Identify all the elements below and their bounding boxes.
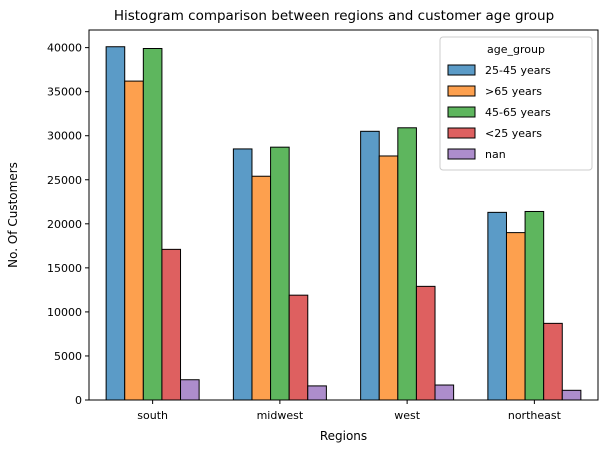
- x-tick-label: west: [394, 409, 420, 422]
- x-tick-label: northeast: [508, 409, 562, 422]
- bar: [360, 130, 380, 401]
- legend-entry-label: >65 years: [485, 85, 542, 98]
- y-axis-label: No. Of Customers: [6, 162, 20, 268]
- bar: [487, 211, 507, 401]
- bar: [180, 379, 200, 401]
- x-axis-label: Regions: [320, 429, 367, 443]
- y-axis: 0 5000 10000 15000 20000 25000 30000 35000 40000: [47, 42, 89, 407]
- bar: [434, 384, 455, 401]
- x-tick-label: south: [137, 409, 168, 422]
- bar: [543, 322, 563, 401]
- legend-entry-label: nan: [485, 148, 506, 161]
- legend-entry-label: 45-65 years: [485, 106, 551, 119]
- y-tick-label: 15000: [47, 262, 82, 275]
- bar: [505, 232, 526, 401]
- y-tick-label: 20000: [47, 218, 82, 231]
- legend-swatch: [447, 106, 476, 118]
- bar: [561, 389, 582, 401]
- bar: [397, 127, 417, 401]
- y-tick-label: 25000: [47, 174, 82, 187]
- bar: [307, 385, 327, 401]
- legend: age_group 25-45 years >65 years 45-65 years…: [439, 36, 593, 171]
- y-tick-label: 10000: [47, 306, 82, 319]
- chart-title: Histogram comparison between regions and…: [114, 8, 554, 24]
- legend-box: [439, 36, 593, 171]
- y-tick-label: 0: [75, 394, 82, 407]
- legend-entry-label: <25 years: [485, 127, 542, 140]
- bar: [524, 210, 545, 401]
- legend-entry-label: 25-45 years: [485, 64, 551, 77]
- y-tick-label: 5000: [54, 350, 82, 363]
- bar: [415, 285, 436, 401]
- y-tick-label: 40000: [47, 42, 82, 55]
- y-tick-label: 35000: [47, 86, 82, 99]
- legend-swatch: [447, 64, 476, 76]
- bar: [124, 80, 144, 401]
- plot-frame: [88, 29, 599, 401]
- bar: [378, 155, 399, 401]
- bar: [161, 248, 182, 401]
- legend-swatch: [447, 148, 476, 160]
- legend-title: age_group: [487, 43, 545, 56]
- bar: [288, 294, 309, 401]
- legend-swatch: [447, 85, 476, 97]
- x-axis: south midwest west northeast: [137, 400, 562, 422]
- bar: [105, 46, 126, 401]
- legend-swatch: [447, 127, 476, 139]
- bar: [142, 48, 163, 401]
- x-tick-label: midwest: [257, 409, 304, 422]
- bar: [270, 146, 290, 401]
- bar: [251, 175, 272, 401]
- bar: [232, 148, 253, 401]
- bars-group: [105, 46, 582, 401]
- y-tick-label: 30000: [47, 130, 82, 143]
